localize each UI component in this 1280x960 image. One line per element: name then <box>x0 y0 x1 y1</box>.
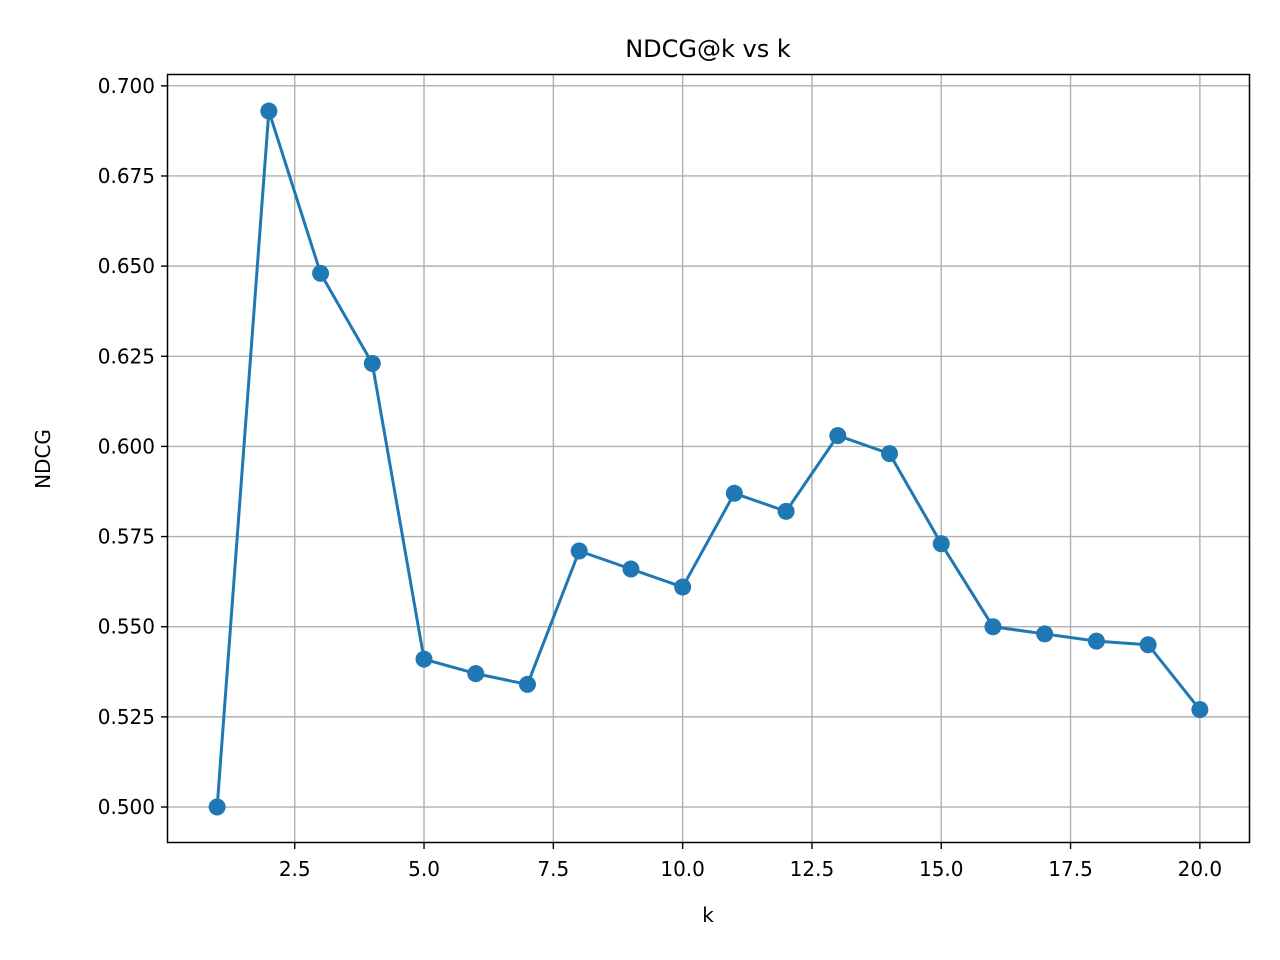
data-point <box>363 354 381 372</box>
data-point <box>518 675 536 693</box>
x-tick-label: 12.5 <box>790 857 835 881</box>
data-point <box>312 264 330 282</box>
y-tick-label: 0.575 <box>98 525 155 549</box>
x-tick-label: 15.0 <box>919 857 964 881</box>
y-tick-label: 0.550 <box>98 615 155 639</box>
data-point <box>932 535 950 553</box>
data-point <box>1087 632 1105 650</box>
x-tick-label: 7.5 <box>537 857 569 881</box>
ticks: 2.5 5.0 7.5 10.0 12.5 15.0 17.5 20.0 0.500 0.525 0… <box>98 74 1222 881</box>
data-point <box>415 650 433 668</box>
x-tick-label: 20.0 <box>1178 857 1223 881</box>
data-point <box>622 560 640 578</box>
data-point <box>881 445 899 463</box>
x-tick-label: 2.5 <box>279 857 311 881</box>
grid <box>168 75 1249 842</box>
series <box>208 102 1209 816</box>
x-axis-title: k <box>702 903 714 927</box>
data-point <box>1036 625 1054 643</box>
data-point <box>777 502 795 520</box>
y-tick-label: 0.650 <box>98 254 155 278</box>
y-tick-label: 0.700 <box>98 74 155 98</box>
data-point <box>829 427 847 445</box>
x-tick-label: 10.0 <box>660 857 705 881</box>
y-tick-label: 0.525 <box>98 705 155 729</box>
plot-frame <box>166 73 1251 844</box>
series-line <box>215 109 1202 808</box>
y-tick-label: 0.600 <box>98 434 155 458</box>
data-point <box>260 102 278 120</box>
chart-title: NDCG@k vs k <box>625 35 791 63</box>
data-point <box>674 578 692 596</box>
x-tick-label: 5.0 <box>408 857 440 881</box>
y-tick-label: 0.625 <box>98 344 155 368</box>
data-point <box>208 798 226 816</box>
data-point <box>984 618 1002 636</box>
data-point <box>570 542 588 560</box>
y-tick-label: 0.675 <box>98 164 155 188</box>
data-point <box>1191 701 1209 719</box>
data-point <box>1139 636 1157 654</box>
y-axis-title: NDCG <box>31 429 55 489</box>
data-point <box>467 665 485 683</box>
data-point <box>725 484 743 502</box>
x-tick-label: 17.5 <box>1048 857 1093 881</box>
y-tick-label: 0.500 <box>98 795 155 819</box>
